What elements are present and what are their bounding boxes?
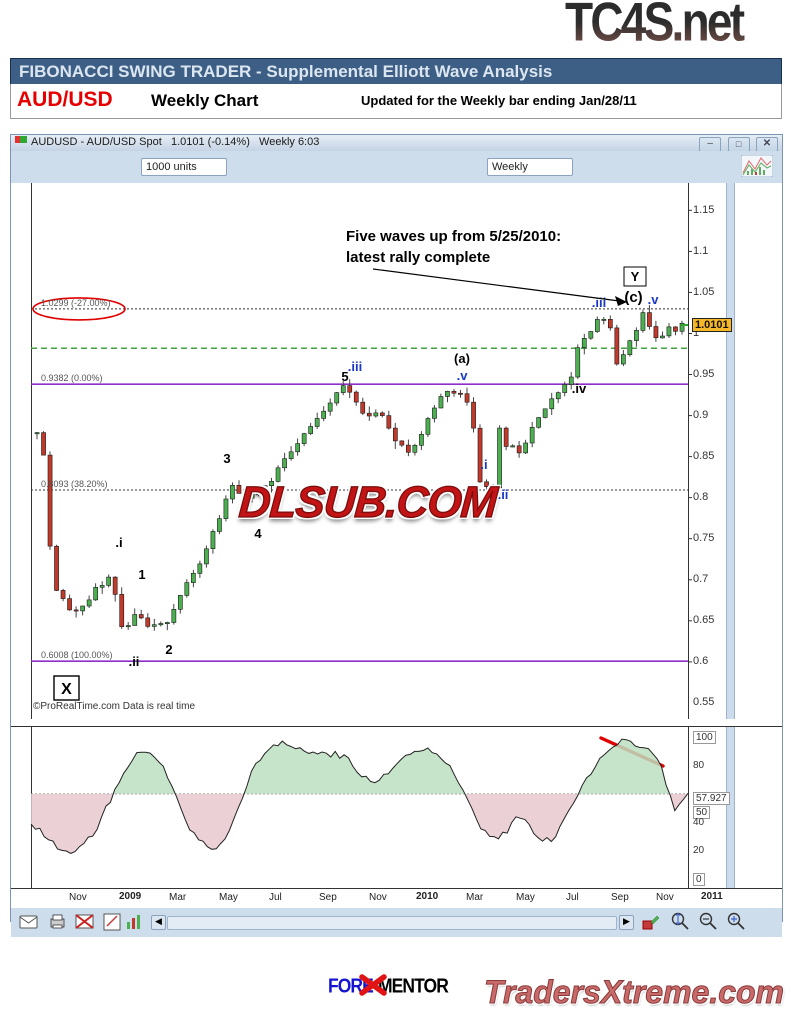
svg-text:.iii: .iii [348, 359, 362, 374]
svg-text:.i: .i [115, 535, 122, 550]
svg-text:3: 3 [223, 451, 230, 466]
svg-text:Y: Y [631, 269, 640, 284]
svg-text:.iv: .iv [572, 381, 587, 396]
svg-text:.v: .v [648, 292, 660, 307]
svg-text:X: X [61, 681, 72, 698]
svg-text:Five waves up from 5/25/2010:: Five waves up from 5/25/2010: [346, 228, 561, 245]
svg-text:(c): (c) [624, 289, 642, 306]
svg-text:1: 1 [138, 567, 145, 582]
svg-text:4: 4 [254, 526, 262, 541]
svg-text:.ii: .ii [129, 654, 140, 669]
svg-text:.v: .v [457, 368, 469, 383]
svg-text:(a): (a) [454, 351, 470, 366]
svg-text:latest rally complete: latest rally complete [346, 249, 490, 266]
svg-text:0.9382 (0.00%): 0.9382 (0.00%) [41, 373, 103, 383]
svg-text:1.0299 (-27.00%): 1.0299 (-27.00%) [41, 298, 111, 308]
svg-text:0.6008 (100.00%): 0.6008 (100.00%) [41, 650, 113, 660]
svg-text:0.8093 (38.20%): 0.8093 (38.20%) [41, 479, 108, 489]
svg-text:2: 2 [165, 642, 172, 657]
svg-text:.i: .i [480, 457, 487, 472]
